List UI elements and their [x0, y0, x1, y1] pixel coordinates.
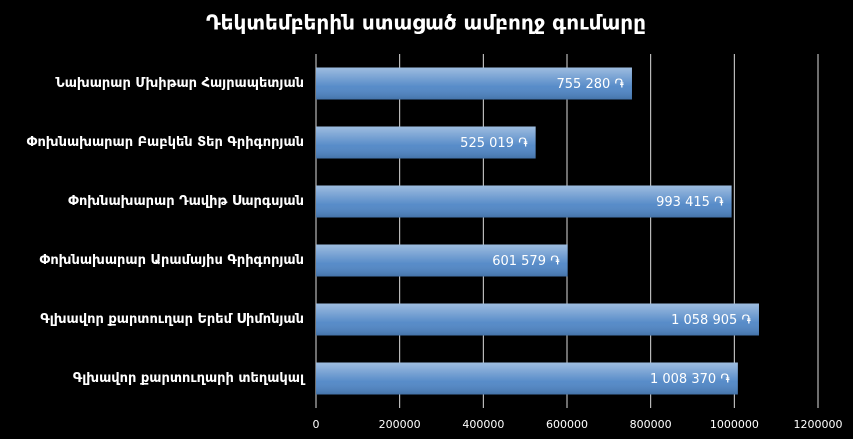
x-tick-label: 600000 — [546, 418, 588, 431]
data-label: 525 019 ֏ — [460, 136, 528, 151]
x-tick-label: 1000000 — [710, 418, 759, 431]
bar-highlight — [316, 126, 536, 159]
data-label: 601 579 ֏ — [492, 254, 560, 269]
x-tick-label: 200000 — [379, 418, 421, 431]
y-tick-label: Նախարար Մխիթար Հայրապետյան — [55, 76, 304, 91]
chart-title: Դեկտեմբերին ստացած ամբողջ գումարը — [206, 11, 646, 35]
y-tick-label: Գլխավոր քարտուղար Երեմ Սիմոնյան — [40, 312, 304, 327]
x-tick-label: 1200000 — [794, 418, 843, 431]
bar-highlight — [316, 244, 568, 277]
data-label: 755 280 ֏ — [557, 77, 625, 92]
x-tick-label: 0 — [313, 418, 320, 431]
y-tick-label: Գլխավոր քարտուղարի տեղակալ — [73, 371, 306, 386]
bar-highlight — [316, 67, 632, 100]
x-tick-label: 400000 — [462, 418, 504, 431]
data-label: 1 008 370 ֏ — [650, 372, 730, 387]
x-tick-label: 800000 — [630, 418, 672, 431]
bar-highlight — [316, 303, 759, 336]
bar-highlight — [316, 185, 732, 218]
y-tick-label: Փոխնախարար Բաբկեն Տեր Գրիգորյան — [27, 135, 304, 150]
y-tick-label: Փոխնախարար Դավիթ Սարգսյան — [68, 194, 304, 209]
data-label: 993 415 ֏ — [656, 195, 724, 210]
y-tick-label: Փոխնախարար Արամայիս Գրիգորյան — [40, 253, 305, 268]
data-label: 1 058 905 ֏ — [671, 313, 751, 328]
bar-highlight — [316, 362, 738, 395]
